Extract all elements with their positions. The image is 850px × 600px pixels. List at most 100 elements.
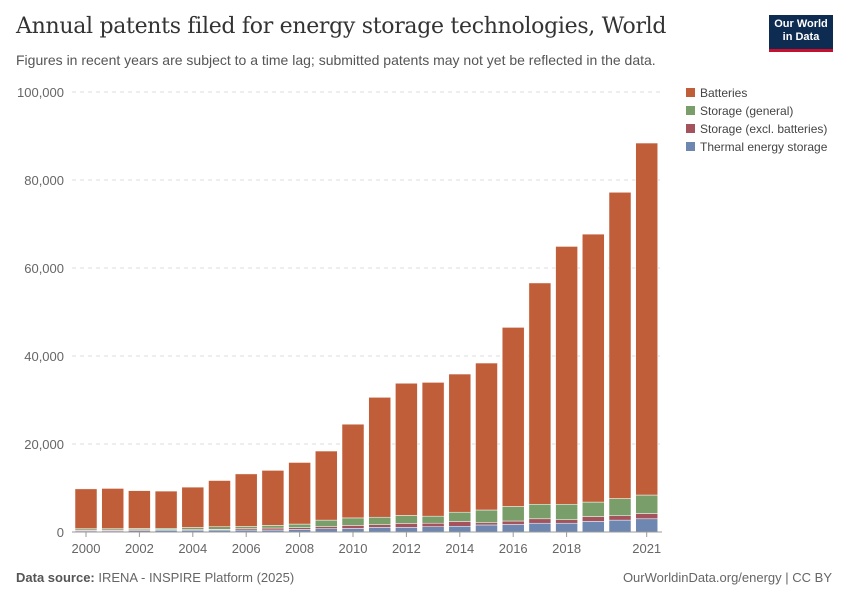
bar-batteries-2000	[74, 488, 98, 529]
logo-text: Our World in Data	[774, 18, 828, 43]
bar-batteries-2017	[528, 282, 552, 505]
y-tick-label: 0	[57, 525, 64, 540]
bar-storage-general--2006	[234, 526, 258, 529]
x-tick-label: 2006	[232, 541, 261, 556]
bar-batteries-2002	[128, 490, 151, 529]
bar-thermal-energy-storage-2014	[448, 526, 472, 533]
legend-batteries[interactable]: Batteries	[686, 86, 747, 100]
bar-thermal-energy-storage-2015	[475, 524, 498, 533]
bar-storage-excl-batteries--2018	[555, 519, 578, 524]
bar-batteries-2004	[181, 486, 205, 528]
bar-thermal-energy-storage-2010	[341, 528, 365, 533]
chart-svg: 0 20,000 40,000 60,000 80,000 100,000 2000 2002…	[17, 85, 662, 556]
bar-storage-general--2020	[608, 498, 632, 516]
y-tick-label: 20,000	[24, 437, 64, 452]
bar-thermal-energy-storage-2013	[421, 526, 445, 533]
bar-storage-excl-batteries--2013	[421, 522, 445, 527]
bar-storage-general--2017	[528, 504, 552, 520]
bar-batteries-2021	[635, 142, 658, 496]
bar-thermal-energy-storage-2017	[528, 522, 552, 533]
x-tick-label: 2016	[499, 541, 528, 556]
bar-storage-general--2009	[315, 519, 338, 527]
legend-label: Batteries	[700, 86, 748, 100]
bar-thermal-energy-storage-2021	[635, 518, 658, 533]
bar-batteries-2006	[234, 473, 258, 527]
bar-storage-excl-batteries--2011	[368, 524, 391, 528]
bar-storage-excl-batteries--2009	[315, 526, 338, 529]
bar-thermal-energy-storage-2016	[501, 524, 525, 533]
x-tick-label: 2008	[285, 541, 314, 556]
bar-thermal-energy-storage-2018	[555, 522, 578, 533]
bar-batteries-2018	[555, 246, 578, 505]
y-tick-label: 80,000	[24, 173, 64, 188]
x-tick-label: 2012	[392, 541, 421, 556]
legend-label: Thermal energy storage	[700, 140, 828, 154]
source-text: IRENA - INSPIRE Platform (2025)	[98, 570, 295, 585]
bar-batteries-2011	[368, 397, 391, 518]
legend-storage-excl-batteries[interactable]: Storage (excl. batteries)	[686, 122, 827, 136]
bar-storage-general--2012	[395, 515, 418, 524]
bar-storage-excl-batteries--2017	[528, 518, 552, 524]
bar-thermal-energy-storage-2011	[368, 527, 391, 533]
bar-storage-excl-batteries--2015	[475, 522, 498, 526]
bar-storage-general--2014	[448, 511, 472, 522]
bar-thermal-energy-storage-2012	[395, 527, 418, 533]
bar-batteries-2007	[261, 470, 285, 526]
source-label: Data source:	[16, 570, 95, 585]
x-tick-label: 2002	[125, 541, 154, 556]
bar-storage-excl-batteries--2016	[501, 520, 525, 525]
data-source: Data source: IRENA - INSPIRE Platform (2…	[16, 570, 294, 585]
bar-storage-general--2004	[181, 527, 205, 530]
bar-storage-excl-batteries--2007	[261, 527, 285, 531]
bar-storage-general--2016	[501, 506, 525, 522]
bar-storage-general--2010	[341, 517, 365, 526]
bar-thermal-energy-storage-2019	[582, 521, 605, 533]
bar-batteries-2013	[421, 382, 445, 517]
y-tick-label: 100,000	[17, 85, 64, 100]
x-tick-label: 2004	[178, 541, 207, 556]
bar-storage-excl-batteries--2014	[448, 521, 472, 527]
legend-label: Storage (general)	[700, 104, 794, 118]
x-tick-label: 2010	[339, 541, 368, 556]
bar-storage-excl-batteries--2008	[288, 527, 311, 530]
bar-storage-excl-batteries--2020	[608, 515, 632, 521]
bar-storage-general--2015	[475, 509, 498, 524]
legend-thermal[interactable]: Thermal energy storage	[686, 140, 827, 154]
x-tick-label: 2018	[552, 541, 581, 556]
x-tick-label: 2021	[632, 541, 661, 556]
bar-batteries-2019	[582, 233, 605, 503]
bar-storage-general--2019	[582, 501, 605, 517]
bar-storage-general--2018	[555, 504, 578, 520]
bar-storage-general--2013	[421, 515, 445, 524]
bar-batteries-2003	[154, 490, 178, 529]
bar-batteries-2014	[448, 373, 472, 513]
bar-batteries-2012	[395, 383, 418, 516]
y-tick-label: 40,000	[24, 349, 64, 364]
legend-storage-general[interactable]: Storage (general)	[686, 104, 793, 118]
bar-storage-excl-batteries--2021	[635, 513, 658, 520]
legend-label: Storage (excl. batteries)	[700, 122, 828, 136]
chart-title: Annual patents filed for energy storage …	[16, 14, 667, 39]
bar-batteries-2010	[341, 423, 365, 519]
y-tick-label: 60,000	[24, 261, 64, 276]
bar-thermal-energy-storage-2020	[608, 519, 632, 533]
bar-storage-general--2005	[208, 526, 231, 530]
chart-subtitle: Figures in recent years are subject to a…	[16, 52, 656, 68]
bar-storage-excl-batteries--2019	[582, 516, 605, 522]
bar-storage-excl-batteries--2012	[395, 523, 418, 528]
bar-batteries-2016	[501, 327, 525, 507]
x-tick-label: 2014	[445, 541, 474, 556]
bar-batteries-2020	[608, 192, 632, 499]
bar-storage-general--2008	[288, 523, 311, 528]
bar-batteries-2008	[288, 462, 311, 525]
bar-storage-excl-batteries--2010	[341, 525, 365, 529]
bar-storage-general--2021	[635, 494, 658, 514]
bar-storage-general--2011	[368, 516, 391, 525]
bar-batteries-2005	[208, 480, 231, 527]
bar-batteries-2001	[101, 488, 124, 529]
owid-logo[interactable]: Our World in Data	[769, 15, 833, 52]
license-link[interactable]: OurWorldinData.org/energy | CC BY	[622, 570, 832, 585]
x-tick-label: 2000	[72, 541, 101, 556]
bar-storage-general--2007	[261, 525, 285, 529]
bar-batteries-2009	[315, 450, 338, 521]
